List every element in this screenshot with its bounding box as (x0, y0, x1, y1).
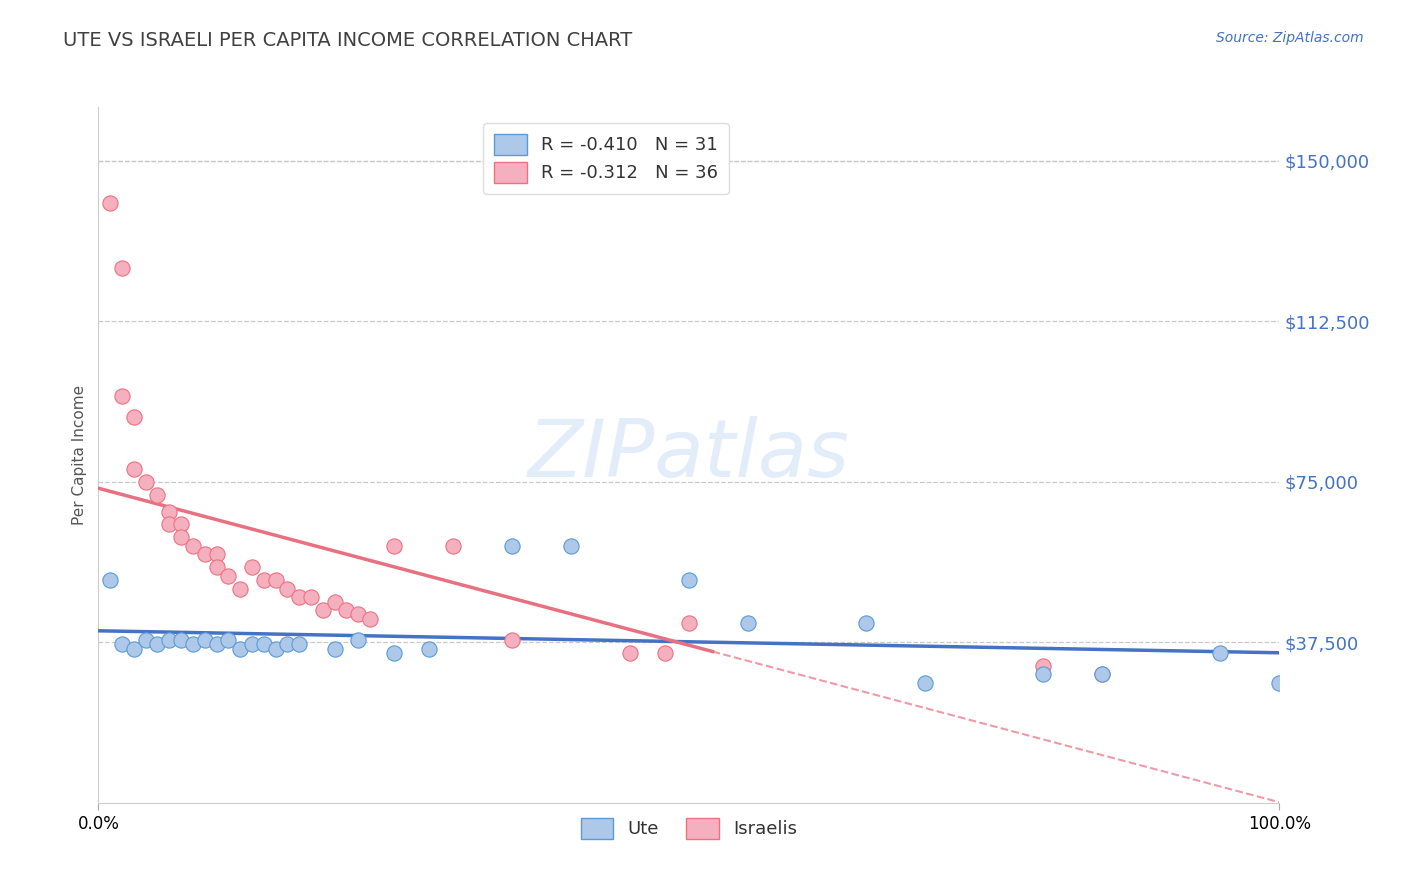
Point (678, 573, 700, 587)
Point (276, 637, 298, 651)
Point (382, 539, 405, 553)
Point (253, 637, 276, 651)
Point (1032, 667, 1054, 681)
Point (111, 260, 134, 275)
Text: ZIPatlas: ZIPatlas (527, 416, 851, 494)
Point (205, 637, 228, 651)
Point (418, 641, 440, 656)
Point (98, 573, 121, 587)
Point (146, 487, 169, 501)
Point (217, 633, 239, 648)
Point (122, 462, 145, 476)
Point (855, 615, 877, 630)
Point (264, 573, 287, 587)
Point (205, 548, 228, 562)
Point (98, 196, 121, 211)
Point (560, 539, 582, 553)
Point (288, 591, 311, 605)
Point (654, 646, 676, 660)
Point (170, 517, 193, 532)
Point (194, 548, 217, 562)
Point (737, 615, 759, 630)
Point (1091, 667, 1114, 681)
Point (122, 410, 145, 425)
Point (217, 569, 239, 583)
Point (229, 582, 252, 596)
Point (678, 615, 700, 630)
Point (1091, 667, 1114, 681)
Text: UTE VS ISRAELI PER CAPITA INCOME CORRELATION CHART: UTE VS ISRAELI PER CAPITA INCOME CORRELA… (63, 31, 633, 50)
Point (240, 637, 263, 651)
Point (122, 641, 145, 656)
Point (111, 637, 134, 651)
Point (194, 633, 217, 648)
Point (501, 539, 523, 553)
Point (111, 389, 134, 403)
Point (157, 505, 180, 519)
Point (135, 475, 157, 489)
Point (264, 641, 287, 656)
Legend: Ute, Israelis: Ute, Israelis (574, 811, 804, 846)
Point (253, 573, 276, 587)
Point (1209, 646, 1232, 660)
Point (288, 637, 311, 651)
Point (157, 633, 180, 648)
Point (205, 560, 228, 574)
Point (619, 646, 641, 660)
Point (135, 633, 157, 648)
Point (323, 594, 346, 608)
Point (312, 603, 335, 617)
Point (914, 676, 936, 690)
Point (335, 603, 357, 617)
Point (347, 633, 370, 648)
Text: Source: ZipAtlas.com: Source: ZipAtlas.com (1216, 31, 1364, 45)
Point (299, 591, 322, 605)
Point (181, 637, 204, 651)
Y-axis label: Per Capita Income: Per Capita Income (72, 384, 87, 525)
Point (501, 633, 523, 648)
Point (276, 582, 298, 596)
Point (181, 539, 204, 553)
Point (382, 646, 405, 660)
Point (240, 560, 263, 574)
Point (323, 641, 346, 656)
Point (359, 612, 381, 626)
Point (157, 517, 180, 532)
Point (347, 607, 370, 622)
Point (229, 641, 252, 656)
Point (1032, 658, 1054, 673)
Point (1268, 676, 1291, 690)
Point (170, 530, 193, 544)
Point (146, 637, 169, 651)
Point (170, 633, 193, 648)
Point (441, 539, 464, 553)
